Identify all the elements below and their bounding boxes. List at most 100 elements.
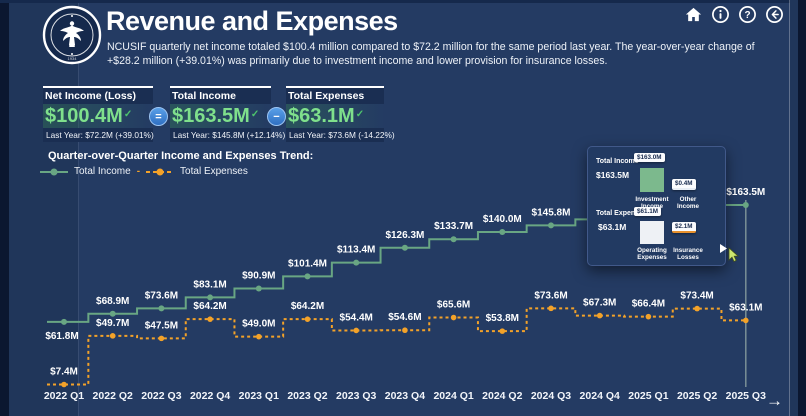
income-data-label: $140.0M [483,214,522,225]
ncua-seal-logo: 1934 [42,5,102,65]
expenses-data-point[interactable] [548,305,554,312]
expenses-legend-marker-icon [146,168,175,175]
x-axis-label: 2022 Q2 [93,390,133,402]
income-data-label: $163.5M [726,187,765,198]
chart-legend: Total Income - Total Expenses [40,166,248,177]
expenses-data-point[interactable] [402,327,408,334]
expenses-data-point[interactable] [158,335,165,342]
expenses-data-label: $53.8M [486,313,519,324]
equals-operator-icon[interactable]: = [149,107,168,126]
x-axis-label: 2023 Q2 [287,390,327,402]
kpi-value: $163.5M✓ [170,104,271,128]
income-data-point[interactable] [304,273,311,280]
check-icon: ✓ [355,109,365,120]
income-data-point[interactable] [255,285,262,292]
income-data-label: $145.8M [532,207,571,218]
legend-label-expenses[interactable]: Total Expenses [180,166,248,177]
x-axis-label: 2022 Q3 [141,390,181,402]
kpi-label: Total Expenses [286,86,384,104]
income-data-point[interactable] [450,236,457,243]
income-data-point[interactable] [499,229,506,235]
income-data-point[interactable] [158,305,165,312]
expenses-data-label: $64.2M [193,301,226,312]
help-icon[interactable]: ? [738,5,757,24]
legend-separator: - [136,166,141,177]
other-income-label: Other Income [676,196,700,211]
mouse-cursor-icon [720,244,739,263]
screen-edge-left [0,0,9,416]
check-icon: ✓ [123,109,133,120]
expenses-data-point[interactable] [694,305,700,312]
kpi-value: $63.1M✓ [286,104,384,128]
kpi-card-total-income[interactable]: Total Income $163.5M✓ Last Year: $145.8M… [170,86,285,142]
expenses-data-point[interactable] [304,316,311,322]
x-axis-label: 2023 Q4 [385,390,425,402]
income-data-point[interactable] [742,201,749,208]
minus-operator-icon[interactable]: − [267,107,286,126]
check-icon: ✓ [250,109,260,120]
expenses-data-label: $67.3M [583,298,616,309]
info-icon[interactable] [711,5,730,24]
expenses-data-label: $54.4M [340,312,373,323]
x-axis-label: 2024 Q4 [580,390,620,402]
svg-text:1934: 1934 [68,56,78,61]
expenses-data-label: $64.2M [291,301,324,312]
income-data-point[interactable] [109,310,116,317]
x-axis-label: 2023 Q3 [336,390,376,402]
expenses-data-label: $47.5M [145,320,178,331]
expenses-step-line [47,307,746,386]
investment-income-bar [640,168,664,192]
income-data-label: $133.7M [434,221,473,232]
income-data-point[interactable] [207,294,214,301]
svg-text:?: ? [744,10,750,21]
tooltip-expense-value: $63.1M [598,222,627,232]
other-income-value-pill: $0.4M [672,179,696,190]
right-divider [789,0,790,416]
expenses-data-point[interactable] [499,328,506,334]
kpi-value: $100.4M✓ [43,104,153,128]
tooltip-income-label: Total Income [596,158,639,165]
x-axis-label: 2023 Q1 [239,390,279,402]
expenses-data-point[interactable] [109,333,116,339]
expenses-data-point[interactable] [596,312,603,319]
kpi-last-year: Last Year: $73.6M (-14.22%) [286,128,395,142]
income-data-label: $68.9M [96,296,129,307]
expenses-data-point[interactable] [207,316,213,322]
chart-tooltip: Total Income $163.5M Total Expense $63.1… [587,146,726,266]
x-axis-label: 2024 Q3 [531,390,571,402]
kpi-label: Net Income (Loss) [43,86,153,104]
tooltip-income-value: $163.5M [596,170,630,180]
kpi-card-net-income[interactable]: Net Income (Loss) $100.4M✓ Last Year: $7… [43,86,154,142]
home-icon[interactable] [684,5,703,24]
x-axis-label: 2025 Q3 [726,390,766,402]
kpi-card-total-expenses[interactable]: Total Expenses $63.1M✓ Last Year: $73.6M… [286,86,395,142]
screen-edge-top [0,0,806,3]
toolbar: ? [684,5,784,24]
kpi-label: Total Income [170,86,271,104]
x-axis-label: 2024 Q1 [433,390,473,402]
income-data-label: $113.4M [337,245,375,256]
expenses-data-point[interactable] [255,333,262,340]
income-data-point[interactable] [353,259,360,266]
next-page-arrow-icon[interactable]: → [766,391,783,410]
expenses-data-label: $73.4M [680,291,713,302]
screen-edge-right [798,0,806,416]
page-title: Revenue and Expenses [106,6,398,36]
income-data-point[interactable] [548,222,554,229]
operating-expenses-label: Operating Expenses [637,247,667,262]
expenses-data-label: $73.6M [534,290,567,301]
expenses-data-point[interactable] [645,313,652,320]
expenses-data-point[interactable] [450,314,457,321]
income-data-point[interactable] [401,244,408,251]
legend-label-income[interactable]: Total Income [74,166,131,177]
page-subtitle: NCUSIF quarterly net income totaled $100… [107,41,755,68]
expenses-data-label: $54.6M [388,312,421,323]
expenses-data-point[interactable] [353,327,360,334]
expenses-data-label: $65.6M [437,300,470,311]
income-data-label: $73.6M [145,290,178,301]
kpi-last-year: Last Year: $72.2M (+39.01%) [43,128,154,142]
insurance-losses-label: Insurance Losses [673,247,703,262]
expenses-data-point[interactable] [743,317,749,324]
back-icon[interactable] [765,5,784,24]
chart-title: Quarter-over-Quarter Income and Expenses… [48,150,314,162]
